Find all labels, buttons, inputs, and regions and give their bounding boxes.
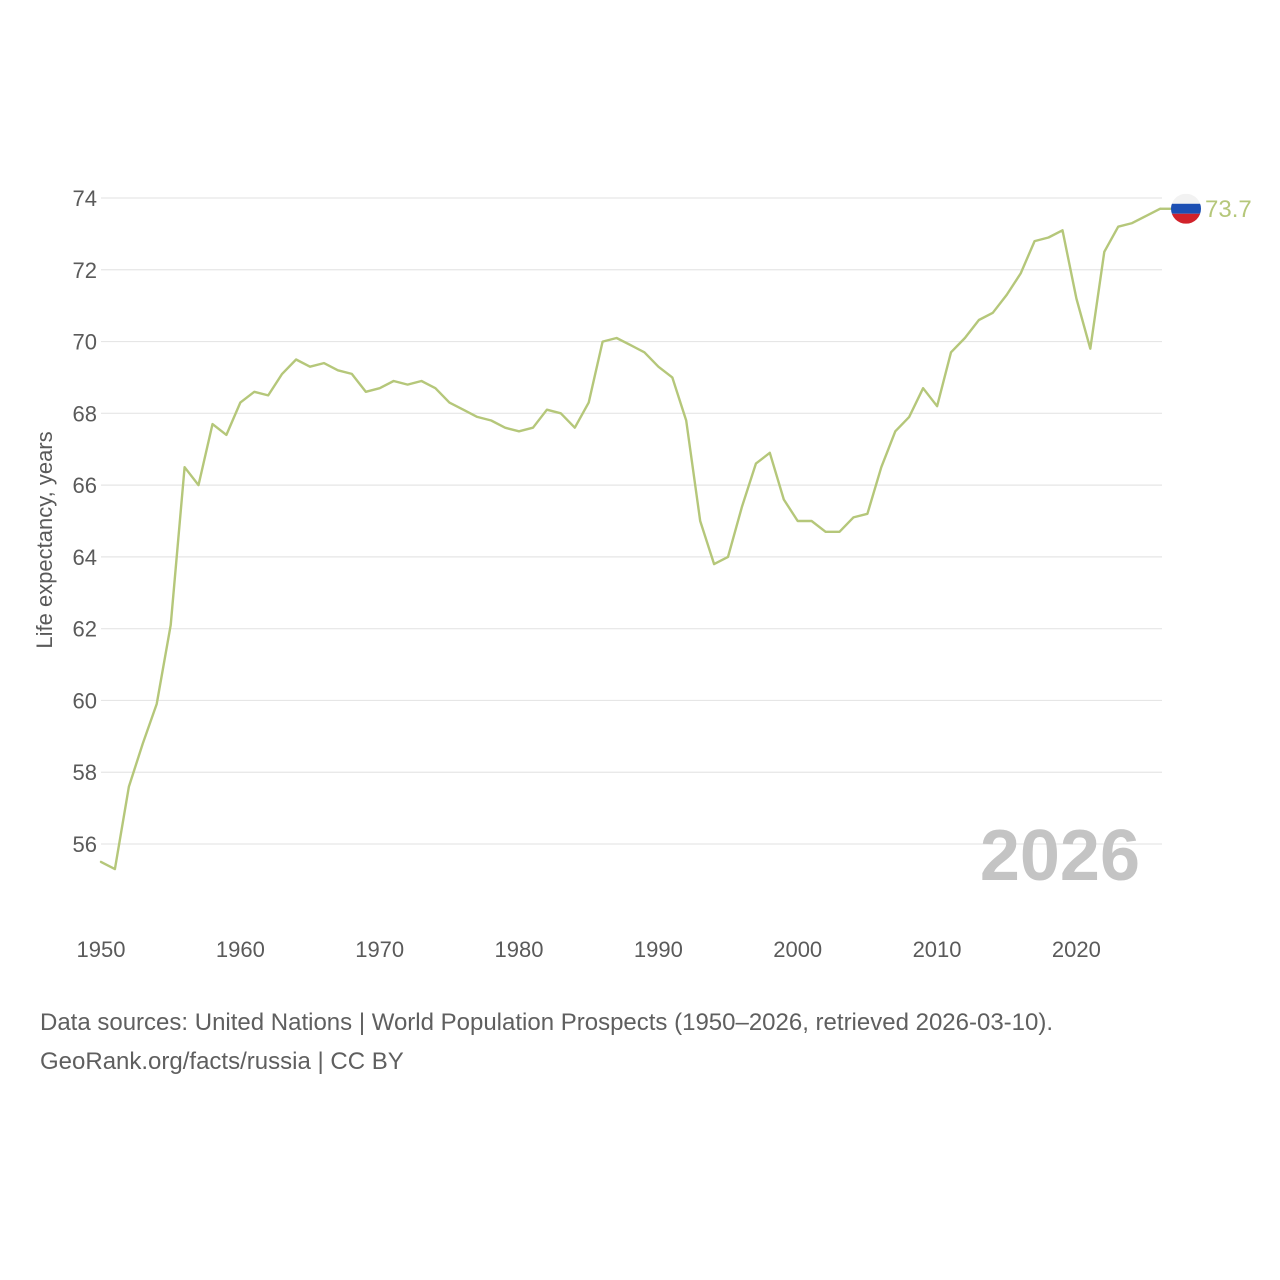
y-tick-label-70: 70 [73,330,97,355]
y-tick-label-60: 60 [73,688,97,713]
year-watermark: 2026 [980,816,1140,896]
x-tick-label-1960: 1960 [216,937,265,962]
y-tick-label-58: 58 [73,760,97,785]
gridlines [101,197,1162,845]
y-axis-ticks: 56 58 60 62 64 66 68 70 72 74 [73,186,97,857]
flag-blue-band [1171,203,1201,214]
source-link-text[interactable]: GeoRank.org/facts/russia | CC BY [40,1048,404,1075]
footer: Data sources: United Nations | World Pop… [40,1003,1260,1081]
y-tick-label-62: 62 [73,617,97,642]
x-tick-label-2010: 2010 [913,937,962,962]
series-layer [99,207,1162,871]
y-tick-label-68: 68 [73,401,97,426]
x-tick-label-1970: 1970 [355,937,404,962]
x-tick-label-1990: 1990 [634,937,683,962]
end-value-label: 73.7 [1205,196,1252,223]
x-tick-label-2020: 2020 [1052,937,1101,962]
y-tick-label-72: 72 [73,258,97,283]
x-tick-label-1980: 1980 [495,937,544,962]
x-tick-label-2000: 2000 [773,937,822,962]
y-tick-label-64: 64 [73,545,97,570]
series-line-russia [99,207,1162,871]
data-sources-text: Data sources: United Nations | World Pop… [40,1009,1054,1036]
y-tick-label-56: 56 [73,832,97,857]
y-tick-label-74: 74 [73,186,97,211]
y-tick-label-66: 66 [73,473,97,498]
y-axis-title: Life expectancy, years [32,431,57,648]
x-axis-ticks: 1950 1960 1970 1980 1990 2000 2010 2020 [77,937,1101,962]
russia-flag-icon [1171,193,1201,224]
flag-white-band [1171,193,1201,204]
x-tick-label-1950: 1950 [77,937,126,962]
flag-red-band [1171,213,1201,224]
end-marker: 73.7 [1160,193,1252,224]
